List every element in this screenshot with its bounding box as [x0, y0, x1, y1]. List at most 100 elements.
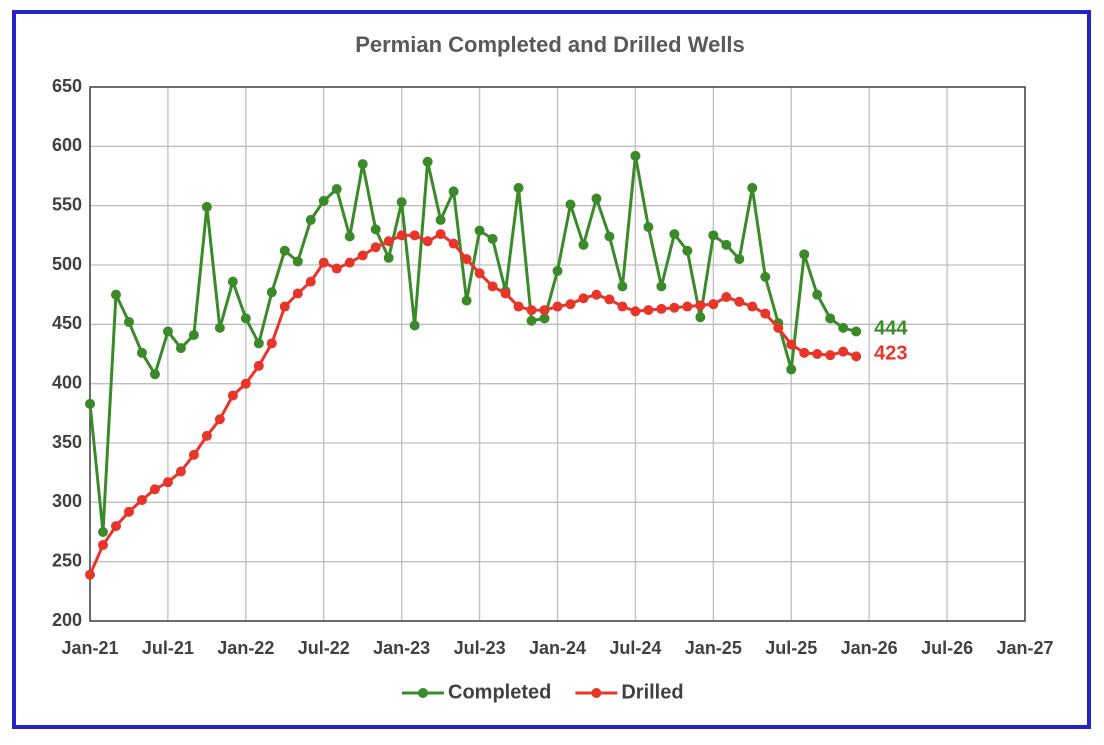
- data-point: [578, 293, 589, 304]
- data-point: [396, 197, 407, 208]
- data-point: [682, 245, 693, 256]
- data-point: [838, 346, 849, 357]
- data-point: [85, 398, 95, 409]
- data-point: [812, 289, 823, 300]
- plot-border: [89, 86, 1026, 622]
- x-tick-label: Jan-23: [373, 638, 430, 658]
- y-tick-label: 350: [52, 432, 82, 452]
- data-point: [149, 369, 160, 380]
- data-point: [734, 254, 745, 265]
- data-point: [357, 159, 368, 170]
- chart-title: Permian Completed and Drilled Wells: [355, 32, 745, 57]
- data-point: [747, 301, 758, 312]
- data-point: [448, 186, 459, 197]
- data-point: [123, 506, 134, 517]
- data-point: [669, 302, 680, 313]
- legend-marker: [591, 688, 602, 698]
- data-point: [500, 288, 511, 299]
- data-point: [656, 281, 667, 292]
- x-tick-label: Jul-22: [298, 638, 350, 658]
- data-point: [344, 231, 355, 242]
- y-tick-label: 250: [52, 550, 82, 570]
- data-point: [279, 245, 290, 256]
- data-point: [214, 322, 225, 333]
- data-point: [331, 263, 342, 274]
- data-point: [669, 229, 680, 240]
- data-point: [240, 378, 251, 389]
- x-tick-label: Jul-24: [609, 638, 661, 658]
- data-point: [162, 477, 173, 488]
- data-point: [617, 281, 628, 292]
- data-point: [643, 222, 654, 233]
- data-point: [461, 295, 472, 306]
- data-point: [591, 193, 602, 204]
- data-point: [539, 313, 550, 324]
- data-point: [97, 527, 108, 537]
- x-tick-label: Jan-24: [529, 638, 586, 658]
- data-point: [513, 301, 524, 312]
- data-point: [708, 230, 719, 241]
- x-tick-label: Jul-23: [454, 638, 506, 658]
- data-point: [643, 305, 654, 316]
- x-tick-label: Jan-21: [61, 638, 118, 658]
- data-point: [253, 338, 264, 349]
- data-point: [539, 305, 550, 316]
- data-point: [214, 414, 225, 425]
- data-point: [526, 305, 537, 316]
- data-point: [617, 301, 628, 312]
- data-point: [591, 289, 602, 300]
- data-point: [656, 303, 667, 314]
- data-point: [825, 350, 836, 361]
- y-tick-label: 550: [52, 194, 82, 214]
- data-point: [175, 343, 186, 354]
- y-tick-label: 200: [52, 610, 82, 630]
- data-point: [370, 224, 381, 235]
- y-tick-label: 300: [52, 491, 82, 511]
- x-tick-label: Jan-25: [685, 638, 742, 658]
- data-point: [266, 287, 277, 298]
- data-point: [396, 230, 407, 241]
- data-point: [474, 268, 485, 279]
- data-point: [188, 449, 199, 460]
- data-point: [695, 312, 706, 323]
- y-tick-label: 400: [52, 372, 82, 392]
- legend-label: Drilled: [621, 681, 683, 703]
- data-point: [149, 484, 160, 495]
- data-point: [383, 252, 394, 263]
- y-tick-label: 450: [52, 313, 82, 333]
- data-point: [97, 540, 108, 551]
- data-point: [565, 299, 576, 310]
- data-point: [604, 294, 615, 305]
- data-point: [851, 351, 862, 362]
- data-point: [760, 308, 771, 319]
- data-point: [786, 339, 797, 350]
- x-tick-label: Jul-21: [142, 638, 194, 658]
- data-point: [695, 300, 706, 311]
- data-point: [578, 239, 589, 250]
- data-point: [422, 156, 433, 167]
- data-point: [383, 236, 394, 247]
- data-point: [136, 347, 147, 358]
- data-point: [409, 230, 420, 241]
- data-point: [630, 306, 641, 317]
- data-point: [513, 182, 524, 193]
- data-point: [825, 313, 836, 324]
- data-point: [201, 430, 212, 441]
- data-point: [318, 195, 329, 206]
- data-point: [136, 494, 147, 505]
- data-point: [370, 242, 381, 253]
- data-point: [318, 257, 329, 268]
- data-point: [461, 254, 472, 265]
- y-tick-label: 500: [52, 254, 82, 274]
- end-value-label: 423: [874, 343, 907, 365]
- data-point: [786, 364, 797, 375]
- data-point: [526, 315, 537, 326]
- data-point: [292, 288, 303, 299]
- data-point: [110, 521, 121, 532]
- data-point: [747, 182, 758, 193]
- data-point: [838, 322, 849, 333]
- data-point: [435, 229, 446, 240]
- data-point: [773, 322, 784, 333]
